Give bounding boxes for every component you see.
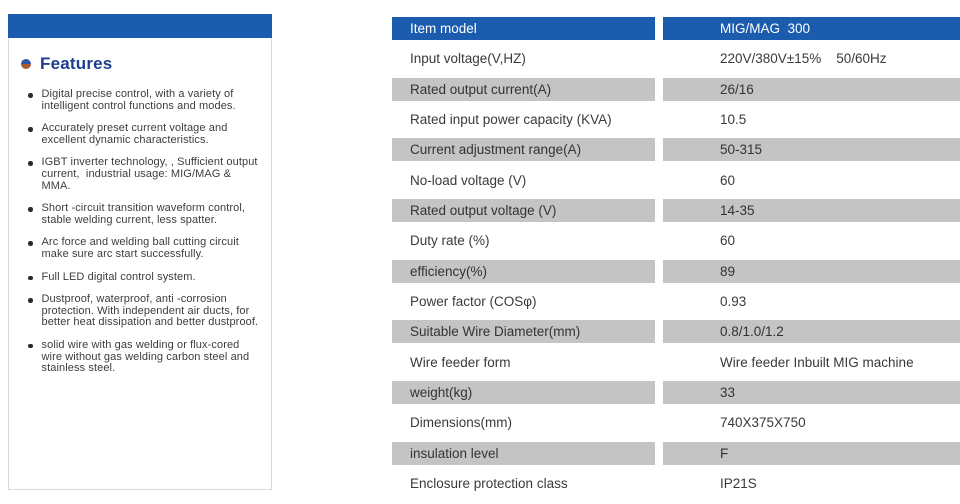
features-bullet-icon [21, 59, 31, 69]
feature-text: Full LED digital control system. [41, 270, 196, 283]
spec-table-row: Dimensions(mm) 740X375X750 [392, 411, 960, 434]
column-gutter [655, 442, 663, 465]
spec-table-row: Power factor (COSφ) 0.93 [392, 290, 960, 313]
column-gutter [655, 169, 663, 192]
spec-table-row: Enclosure protection class IP21S [392, 472, 960, 495]
column-gutter [655, 472, 663, 495]
features-panel-body: Features Digital precise control, with a… [8, 38, 272, 490]
spec-row-label: No-load voltage (V) [410, 172, 527, 188]
feature-text: Accurately preset current voltage and ex… [41, 122, 231, 146]
spec-row-value: 0.8/1.0/1.2 [663, 320, 960, 344]
bullet-icon [28, 93, 33, 98]
column-gutter [655, 411, 663, 434]
spec-table-row: No-load voltage (V) 60 [392, 169, 960, 192]
feature-item: Full LED digital control system. [21, 270, 261, 284]
features-heading: Features [21, 54, 261, 74]
spec-row-label: Current adjustment range(A) [392, 138, 655, 162]
spec-row-value: 60 [720, 172, 736, 188]
spec-row-label: Enclosure protection class [410, 475, 568, 491]
column-gutter [655, 351, 663, 374]
bullet-icon [28, 127, 33, 132]
feature-text: solid wire with gas welding or flux-core… [41, 338, 253, 375]
spec-table-row: Input voltage(V,HZ) 220V/380V±15% 50/60H… [392, 47, 960, 70]
spec-table-row: Wire feeder form Wire feeder Inbuilt MIG… [392, 351, 960, 374]
bullet-icon [28, 275, 33, 281]
spec-row-value: 60 [720, 233, 736, 249]
bullet-icon [28, 298, 33, 303]
column-gutter [655, 320, 663, 343]
bullet-icon [28, 241, 33, 246]
column-gutter [655, 229, 663, 252]
bullet-icon [28, 207, 33, 212]
column-gutter [655, 78, 663, 101]
spec-row-label: weight(kg) [392, 380, 655, 404]
spec-row-label: Rated input power capacity (KVA) [410, 111, 612, 127]
spec-row-label: Power factor (COSφ) [410, 293, 537, 309]
bullet-icon [28, 343, 33, 349]
column-gutter [655, 260, 663, 283]
spec-row-value: 14-35 [663, 198, 960, 222]
spec-table-row: Duty rate (%) 60 [392, 229, 960, 252]
spec-table-row: Current adjustment range(A) 50-315 [392, 138, 960, 162]
spec-row-value: 740X375X750 [720, 415, 806, 431]
features-heading-label: Features [40, 54, 113, 73]
feature-text: Short -circuit transition waveform contr… [41, 202, 249, 226]
column-gutter [655, 290, 663, 313]
spec-row-label: Duty rate (%) [410, 233, 490, 249]
features-list: Digital precise control, with a variety … [21, 88, 261, 375]
spec-table: Item model MIG/MAG 300 Input voltage(V,H… [392, 17, 960, 502]
column-gutter [655, 108, 663, 131]
feature-item: Digital precise control, with a variety … [21, 88, 261, 112]
column-gutter [655, 381, 663, 404]
spec-row-label: Suitable Wire Diameter(mm) [392, 320, 655, 344]
bullet-icon [28, 161, 33, 166]
spec-table-row: Suitable Wire Diameter(mm) 0.8/1.0/1.2 [392, 320, 960, 344]
spec-table-row: Rated output voltage (V) 14-35 [392, 198, 960, 222]
spec-row-value: Wire feeder Inbuilt MIG machine [720, 354, 914, 370]
column-gutter [655, 17, 663, 40]
feature-item: Short -circuit transition waveform contr… [21, 202, 261, 226]
feature-item: Arc force and welding ball cutting circu… [21, 236, 261, 260]
spec-table-row: weight(kg) 33 [392, 380, 960, 404]
spec-table-row: Rated input power capacity (KVA) 10.5 [392, 108, 960, 131]
spec-row-value: 26/16 [663, 77, 960, 101]
feature-item: solid wire with gas welding or flux-core… [21, 338, 261, 375]
feature-text: Arc force and welding ball cutting circu… [41, 236, 243, 260]
spec-table-header-row: Item model MIG/MAG 300 [392, 17, 960, 40]
spec-row-label: Wire feeder form [410, 354, 511, 370]
spec-row-value: 0.93 [720, 293, 747, 309]
feature-item: Accurately preset current voltage and ex… [21, 122, 261, 146]
spec-row-value: 220V/380V±15% 50/60Hz [720, 51, 887, 67]
spec-row-label: efficiency(%) [392, 259, 655, 283]
column-gutter [655, 47, 663, 70]
spec-row-label: Rated output voltage (V) [392, 198, 655, 222]
spec-row-label: Input voltage(V,HZ) [410, 51, 526, 67]
spec-header-value: MIG/MAG 300 [663, 17, 960, 40]
spec-row-value: IP21S [720, 475, 757, 491]
spec-row-value: 50-315 [663, 138, 960, 162]
spec-row-value: 10.5 [720, 111, 747, 127]
spec-table-row: efficiency(%) 89 [392, 259, 960, 283]
feature-item: Dustproof, waterproof, anti -corrosion p… [21, 293, 261, 329]
spec-row-label: Rated output current(A) [392, 77, 655, 101]
spec-row-value: 33 [663, 380, 960, 404]
feature-item: IGBT inverter technology, , Sufficient o… [21, 157, 261, 192]
feature-text: IGBT inverter technology, , Sufficient o… [41, 156, 261, 192]
spec-table-row: Rated output current(A) 26/16 [392, 77, 960, 101]
column-gutter [655, 138, 663, 161]
spec-row-label: insulation level [392, 441, 655, 465]
column-gutter [655, 199, 663, 222]
feature-text: Dustproof, waterproof, anti -corrosion p… [41, 293, 259, 329]
spec-row-value: 89 [663, 259, 960, 283]
feature-text: Digital precise control, with a variety … [41, 88, 237, 112]
spec-row-value: F [663, 441, 960, 465]
spec-row-label: Dimensions(mm) [410, 415, 513, 431]
spec-header-label: Item model [392, 17, 655, 40]
features-panel: Features Digital precise control, with a… [8, 14, 272, 490]
spec-table-row: insulation level F [392, 441, 960, 465]
spec-table-rows: Input voltage(V,HZ) 220V/380V±15% 50/60H… [392, 47, 960, 495]
panel-top-bar [8, 14, 272, 38]
